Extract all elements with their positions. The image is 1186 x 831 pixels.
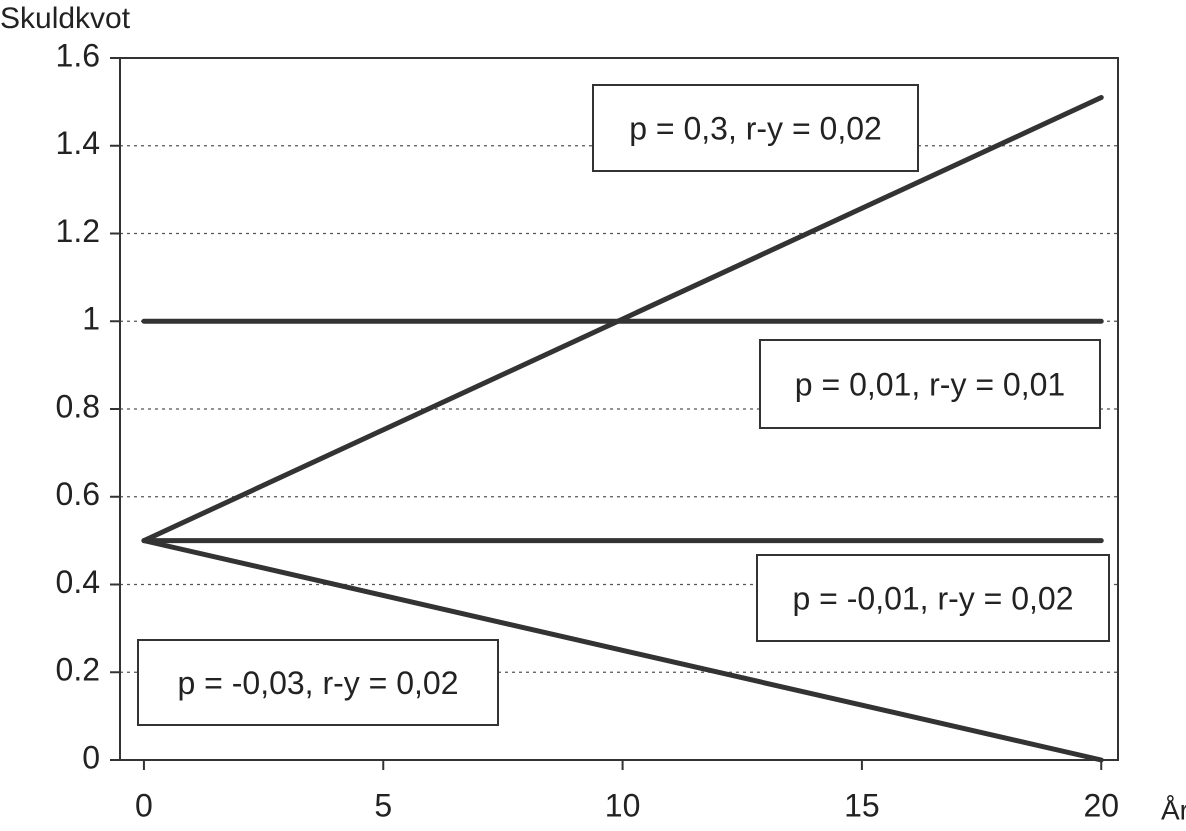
y-tick-label: 1.4	[56, 125, 100, 161]
x-tick-label: 20	[1083, 787, 1119, 823]
annotation-label: p = -0,01, r-y = 0,02	[792, 580, 1073, 616]
y-tick-label: 0.4	[56, 564, 100, 600]
annotation-box	[759, 339, 1101, 429]
y-tick-label: 0.2	[56, 652, 100, 688]
y-tick-label: 0.6	[56, 476, 100, 512]
y-axis-label: Skuldkvot	[0, 2, 131, 35]
x-tick-label: 15	[844, 787, 880, 823]
annotation-label: p = 0,3, r-y = 0,02	[629, 110, 882, 146]
y-tick-label: 1.6	[56, 37, 100, 73]
annotation-label: p = -0,03, r-y = 0,02	[177, 665, 458, 701]
annotation-label: p = 0,01, r-y = 0,01	[795, 366, 1065, 402]
annotation-box	[137, 639, 499, 726]
y-tick-label: 1	[82, 301, 100, 337]
series-line	[141, 538, 1104, 763]
annotation-box	[592, 84, 919, 172]
x-tick-label: 5	[374, 787, 392, 823]
x-axis-label: År	[1161, 794, 1186, 825]
annotation-box	[756, 554, 1110, 642]
plot-frame	[119, 57, 1119, 761]
y-tick-label: 1.2	[56, 213, 100, 249]
y-tick-label: 0	[82, 739, 100, 775]
y-tick-label: 0.8	[56, 388, 100, 424]
x-tick-label: 10	[605, 787, 641, 823]
x-tick-label: 0	[135, 787, 153, 823]
